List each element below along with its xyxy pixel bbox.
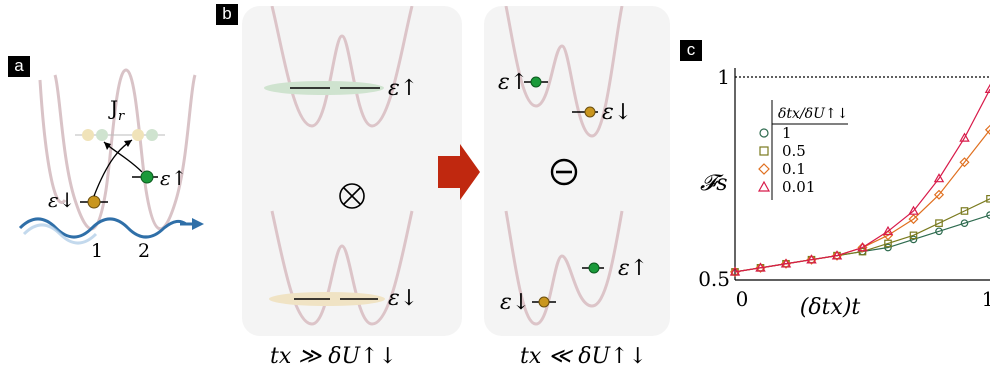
hopping-label: Jr xyxy=(110,96,125,124)
legend-marker xyxy=(758,163,770,175)
data-point xyxy=(908,214,919,225)
data-point xyxy=(857,242,868,252)
wave-arrowhead xyxy=(192,218,204,230)
site-label-2: 2 xyxy=(138,240,151,262)
data-point xyxy=(729,266,741,276)
eps-up-label-b-right-top: ε↑ xyxy=(498,70,529,95)
legend-label: 0.01 xyxy=(782,178,815,196)
data-point xyxy=(858,247,867,256)
drive-wave xyxy=(18,217,187,239)
legend-marker xyxy=(757,180,771,192)
panel-label-a: a xyxy=(8,56,30,77)
data-point xyxy=(831,250,843,260)
eps-down-label-b-right-bottom: ε↓ xyxy=(500,290,531,315)
data-point xyxy=(908,205,919,215)
site-label-1: 1 xyxy=(91,240,104,262)
y-tick-top: 1 xyxy=(717,65,730,89)
data-point xyxy=(882,225,894,236)
panel-label-b: b xyxy=(216,4,238,25)
transition-arrow xyxy=(438,144,480,200)
condition-weak: tx ≪ δU↑↓ xyxy=(520,344,647,369)
atom-up xyxy=(530,76,542,88)
series-line xyxy=(734,198,990,273)
eps-up-label-a: ε↑ xyxy=(160,166,188,190)
panel-label-c: c xyxy=(680,40,702,61)
data-point xyxy=(780,258,792,268)
data-point xyxy=(755,262,766,273)
atom-down xyxy=(584,106,596,118)
lattice-potential-curve xyxy=(53,68,197,231)
atom-down xyxy=(87,195,101,209)
series-square xyxy=(731,195,990,276)
data-point xyxy=(755,262,766,272)
data-point xyxy=(806,254,817,265)
legend-label: 1 xyxy=(782,124,792,142)
series-triangle xyxy=(729,83,990,276)
eps-up-label-b-right-bottom: ε↑ xyxy=(618,256,649,281)
data-point xyxy=(909,235,918,244)
legend-marker xyxy=(759,128,769,138)
x-tick-left: 0 xyxy=(736,287,749,311)
eps-down-label-a: ε↓ xyxy=(48,188,76,212)
ghost-atom xyxy=(96,129,108,141)
legend-label: 0.1 xyxy=(782,160,806,178)
ominus-symbol xyxy=(550,158,578,186)
y-axis-label: 𝓕s xyxy=(700,171,728,196)
atom-down xyxy=(538,296,550,308)
data-point xyxy=(960,207,969,215)
ghost-atom xyxy=(146,129,158,141)
data-point xyxy=(780,258,792,269)
y-tick-bottom: 0.5 xyxy=(698,267,730,291)
fidelity-chart: 1 0.5 0 1 𝓕s (δtx)t δtx/δU↑↓ 10.50.10.01 xyxy=(698,65,990,320)
data-point xyxy=(806,254,817,264)
eps-up-label-b-left: ε↑ xyxy=(388,76,419,101)
data-point xyxy=(959,157,970,168)
data-point xyxy=(935,227,943,236)
ghost-atom xyxy=(82,129,94,141)
data-point xyxy=(935,219,943,227)
series-circle xyxy=(731,211,990,276)
data-point xyxy=(984,124,990,135)
legend-marker xyxy=(759,146,769,156)
ghost-atom xyxy=(132,129,144,141)
data-point xyxy=(960,219,969,227)
legend-label: 0.5 xyxy=(782,142,806,160)
x-tick-right: 1 xyxy=(982,287,990,311)
data-point xyxy=(933,173,945,183)
data-point xyxy=(984,83,990,93)
data-point xyxy=(933,189,945,200)
data-point xyxy=(729,266,741,277)
legend-header: δtx/δU↑↓ xyxy=(778,106,848,122)
eps-down-label-b-right-top: ε↓ xyxy=(602,100,633,125)
hop-arrow xyxy=(93,139,133,197)
data-point xyxy=(909,231,918,240)
atom-up xyxy=(140,170,154,184)
x-axis-label: (δtx)t xyxy=(800,295,861,320)
panel-b-diagram xyxy=(264,6,624,326)
condition-strong: tx ≫ δU↑↓ xyxy=(270,344,397,369)
eps-down-label-b-left: ε↓ xyxy=(388,286,419,311)
series-line xyxy=(734,88,990,273)
atom-up xyxy=(588,262,600,274)
data-point xyxy=(959,132,970,142)
data-point xyxy=(884,243,892,252)
tensor-product-symbol xyxy=(339,183,365,209)
panel-a-diagram xyxy=(18,68,204,245)
